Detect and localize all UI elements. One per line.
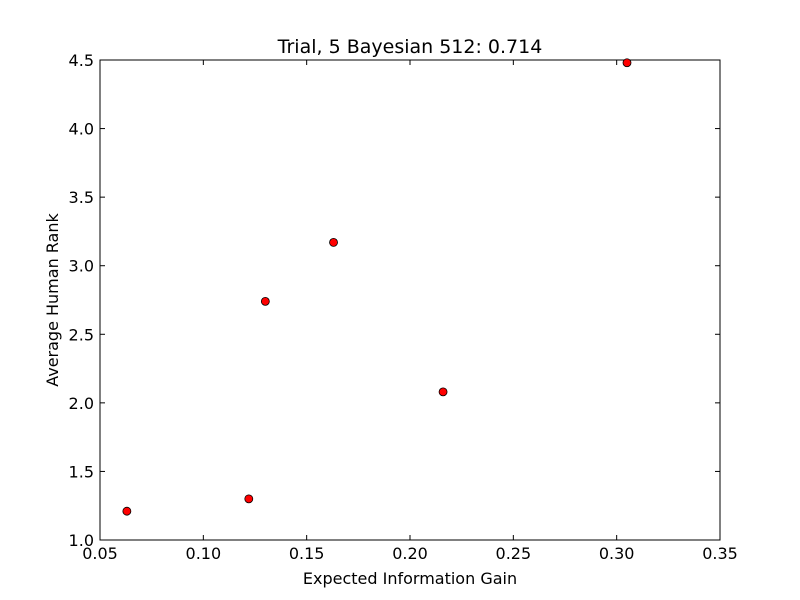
x-tick-label: 0.15 [289, 544, 325, 563]
chart-title: Trial, 5 Bayesian 512: 0.714 [277, 36, 543, 58]
x-tick-label: 0.20 [392, 544, 428, 563]
y-tick-label: 1.5 [69, 462, 94, 481]
y-tick-label: 3.5 [69, 188, 94, 207]
x-tick-label: 0.25 [496, 544, 532, 563]
x-tick-label: 0.10 [186, 544, 222, 563]
y-tick-label: 4.0 [69, 120, 94, 139]
data-point [329, 237, 338, 247]
data-point [622, 58, 632, 68]
y-tick-label: 3.0 [69, 257, 94, 276]
y-tick-label: 1.0 [69, 531, 94, 550]
x-tick-label: 0.05 [82, 544, 118, 563]
x-tick-label: 0.30 [599, 544, 635, 563]
plot-area [99, 59, 721, 541]
y-tick-label: 4.5 [69, 51, 94, 70]
data-point [260, 296, 270, 306]
data-point [438, 387, 448, 397]
y-tick-label: 2.0 [69, 394, 94, 413]
x-tick-label: 0.35 [702, 544, 738, 563]
x-axis-label: Expected Information Gain [303, 569, 517, 588]
y-axis-label: Average Human Rank [43, 212, 62, 386]
y-tick-label: 2.5 [69, 325, 94, 344]
data-point [244, 494, 254, 504]
ticks: 0.05 0.10 0.15 0.20 0.25 0.30 0.35 1.0 1.5 2.0 2.5… [69, 51, 738, 563]
data-point [122, 506, 132, 516]
data-points [122, 58, 632, 516]
